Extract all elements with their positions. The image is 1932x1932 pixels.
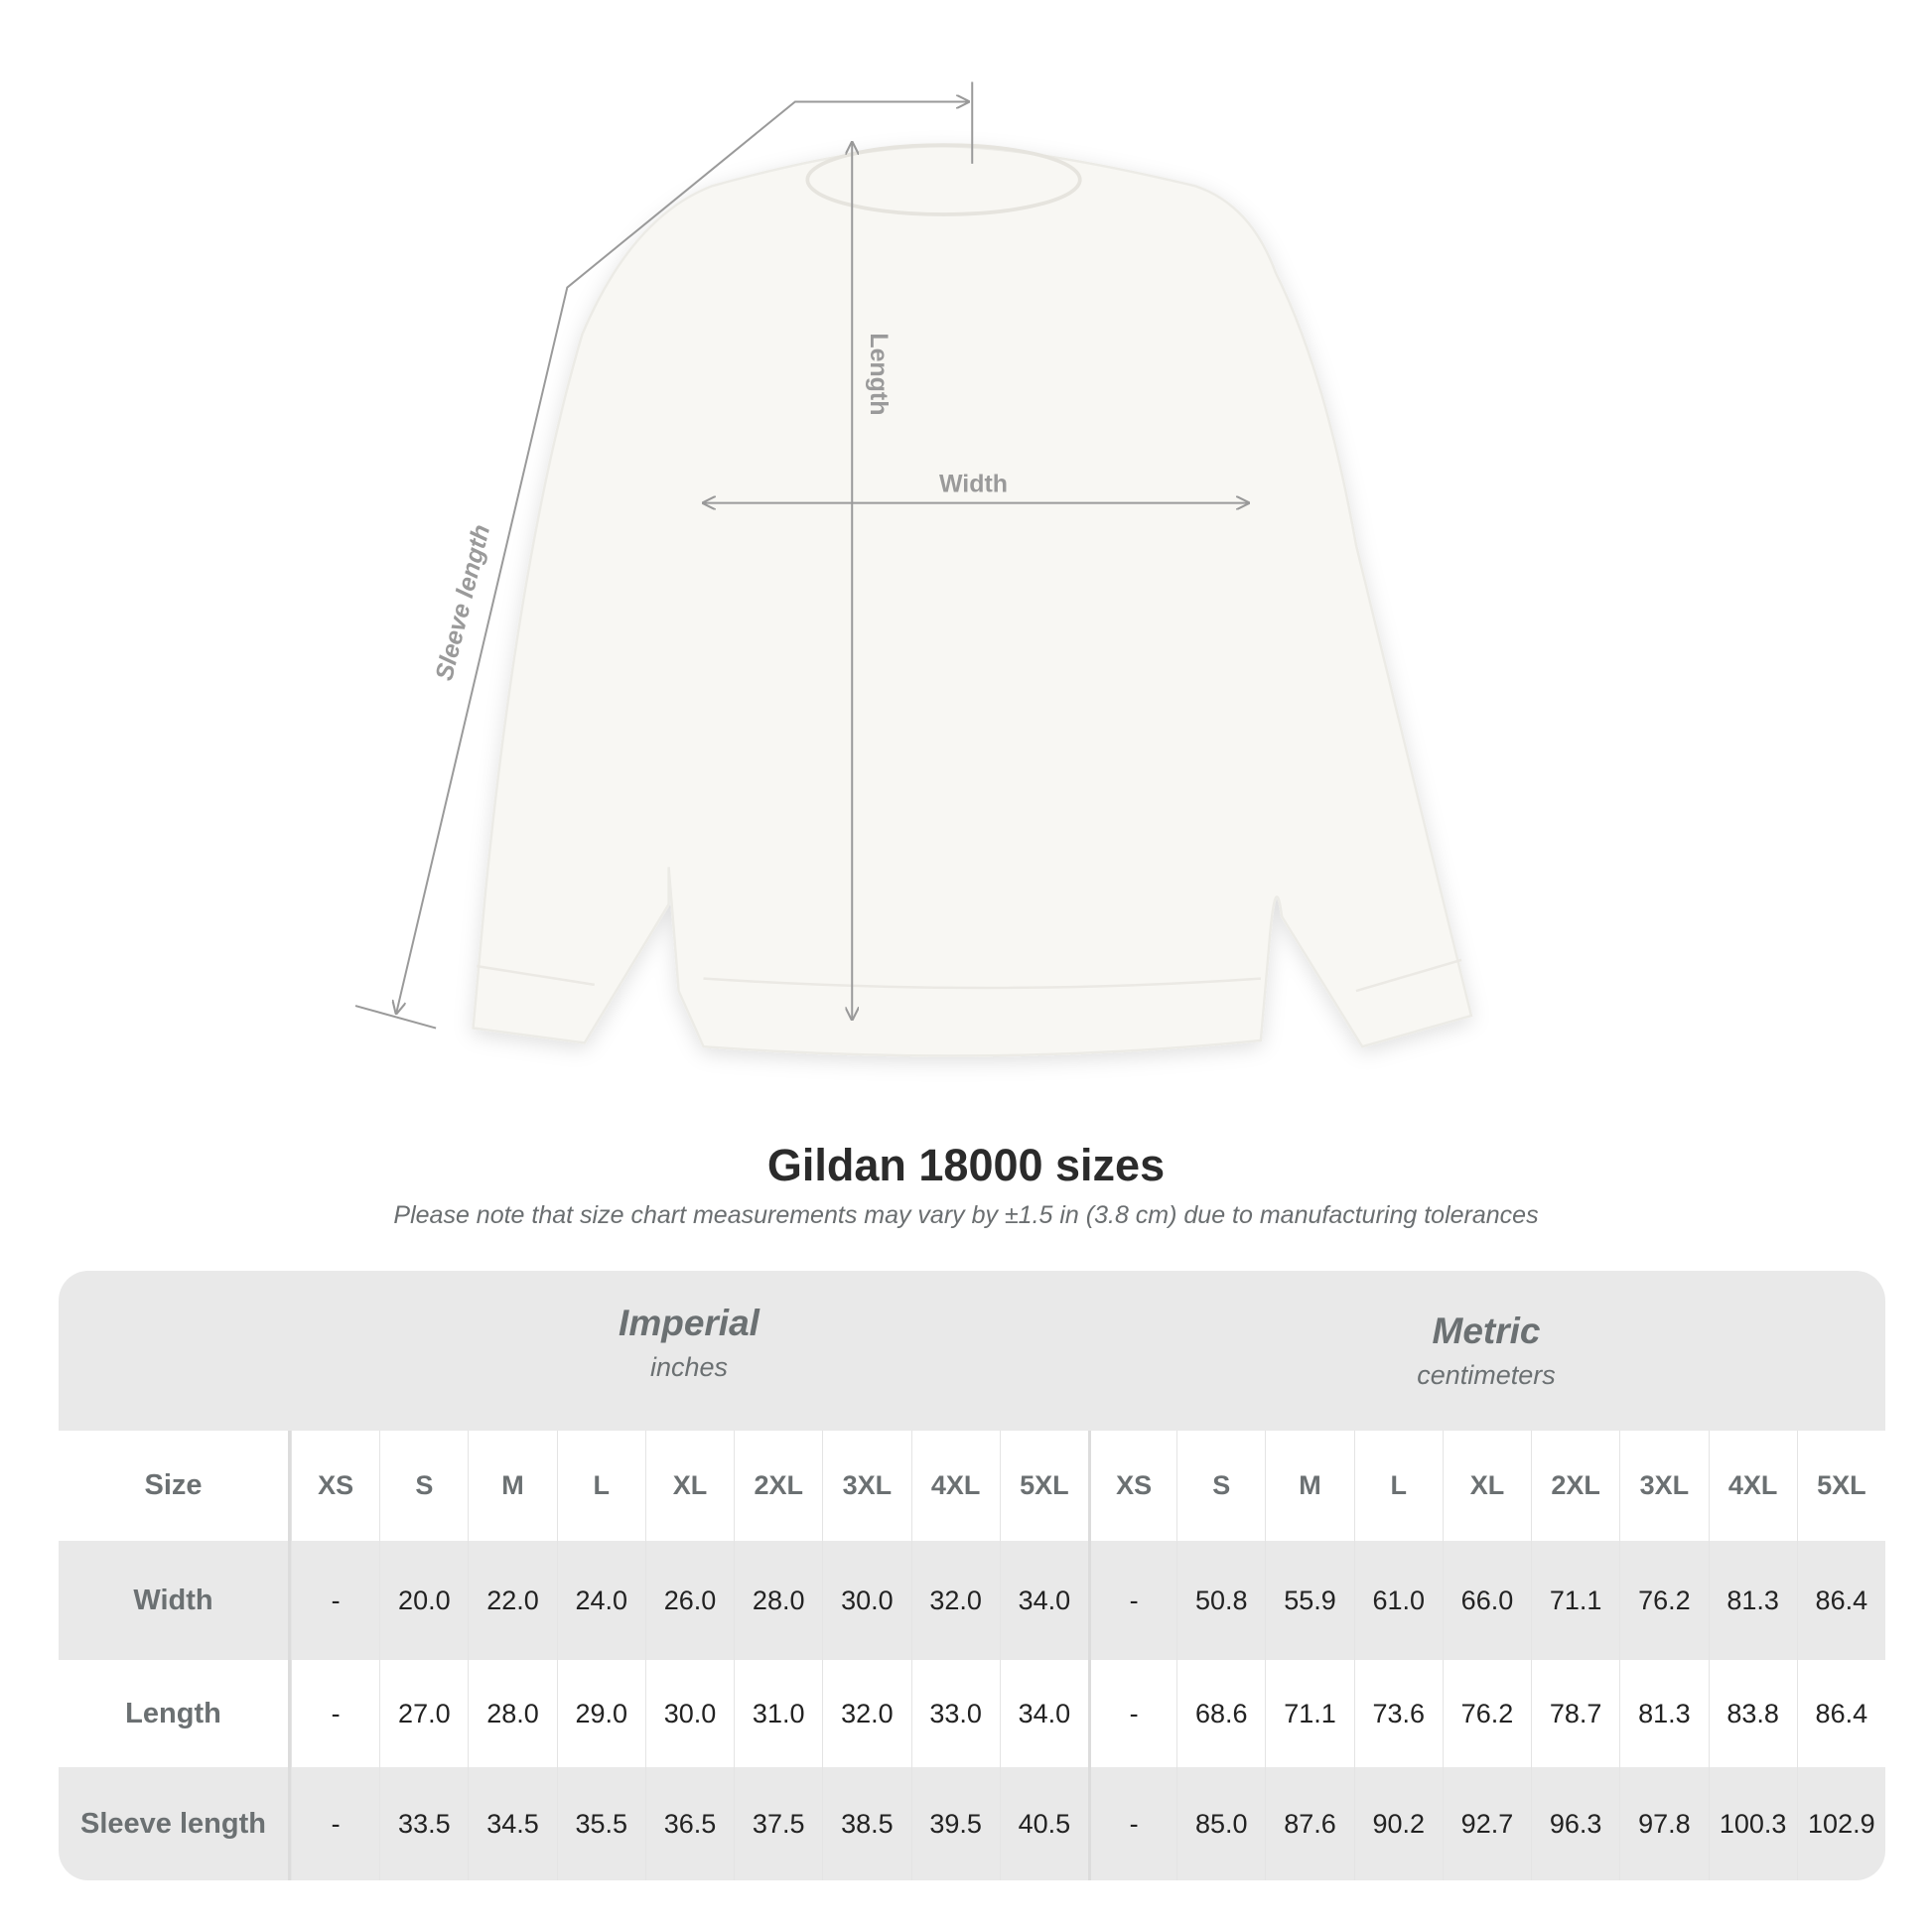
metric-value-cell: 68.6 <box>1176 1660 1265 1767</box>
imperial-size-xl: XL <box>644 1431 734 1541</box>
imperial-value-cell: 20.0 <box>379 1541 468 1660</box>
size-header-label: Size <box>59 1431 291 1541</box>
row-label: Length <box>59 1660 291 1767</box>
metric-title: Metric <box>1432 1311 1541 1351</box>
imperial-size-xs: XS <box>291 1431 379 1541</box>
imperial-value-cell: 36.5 <box>644 1767 734 1880</box>
imperial-value-cell: 26.0 <box>644 1541 734 1660</box>
metric-value-cell: 81.3 <box>1619 1660 1708 1767</box>
table-row: Length -27.0 28.0 29.0 30.0 31.0 32.0 33.0 34.0-… <box>59 1660 1885 1767</box>
sleeve-measure-line <box>354 81 974 1030</box>
metric-value-cell: 81.3 <box>1708 1541 1797 1660</box>
imperial-value-cell: 32.0 <box>822 1660 910 1767</box>
imperial-value-cell: 28.0 <box>734 1541 822 1660</box>
length-label: Length <box>865 333 893 415</box>
table-row: Sleeve length -33.5 34.5 35.5 36.5 37.5 38.5 39… <box>59 1767 1885 1880</box>
imperial-value-cell: 33.5 <box>379 1767 468 1880</box>
metric-value-cell: 90.2 <box>1353 1767 1443 1880</box>
sleeve-length-label: Sleeve length <box>430 522 495 684</box>
table-header-band <box>59 1271 1885 1431</box>
imperial-size-5xl: 5XL <box>999 1431 1088 1541</box>
metric-size-l: L <box>1353 1431 1443 1541</box>
imperial-value-cell: 22.0 <box>468 1541 556 1660</box>
row-label: Sleeve length <box>59 1767 291 1880</box>
metric-group-header: Metric centimeters <box>1087 1271 1885 1431</box>
sweatshirt-body <box>472 145 1473 1057</box>
imperial-value-cell: 34.0 <box>999 1541 1088 1660</box>
metric-value-cell: - <box>1087 1660 1176 1767</box>
imperial-value-cell: 24.0 <box>556 1541 645 1660</box>
imperial-value-cell: 34.5 <box>468 1767 556 1880</box>
imperial-value-cell: - <box>291 1541 379 1660</box>
imperial-value-cell: 34.0 <box>999 1660 1088 1767</box>
imperial-value-cell: 40.5 <box>999 1767 1088 1880</box>
metric-size-s: S <box>1176 1431 1265 1541</box>
imperial-value-cell: 30.0 <box>822 1541 910 1660</box>
imperial-size-2xl: 2XL <box>734 1431 822 1541</box>
metric-size-xs: XS <box>1087 1431 1176 1541</box>
table-row: Width -20.0 22.0 24.0 26.0 28.0 30.0 32.0 34.0-5… <box>59 1541 1885 1660</box>
metric-value-cell: - <box>1087 1541 1176 1660</box>
metric-value-cell: 50.8 <box>1176 1541 1265 1660</box>
metric-value-cell: 71.1 <box>1531 1541 1619 1660</box>
imperial-unit: inches <box>649 1352 729 1382</box>
imperial-size-4xl: 4XL <box>910 1431 1000 1541</box>
metric-value-cell: 76.2 <box>1619 1541 1708 1660</box>
imperial-value-cell: 27.0 <box>379 1660 468 1767</box>
metric-value-cell: 78.7 <box>1531 1660 1619 1767</box>
metric-size-m: M <box>1265 1431 1353 1541</box>
metric-size-3xl: 3XL <box>1619 1431 1708 1541</box>
imperial-value-cell: - <box>291 1660 379 1767</box>
metric-unit: centimeters <box>1417 1360 1556 1390</box>
metric-value-cell: 87.6 <box>1265 1767 1353 1880</box>
metric-value-cell: 96.3 <box>1531 1767 1619 1880</box>
imperial-value-cell: - <box>291 1767 379 1880</box>
imperial-title: Imperial <box>619 1303 759 1343</box>
page-title: Gildan 18000 sizes <box>766 1140 1166 1190</box>
metric-value-cell: 73.6 <box>1353 1660 1443 1767</box>
metric-value-cell: 55.9 <box>1265 1541 1353 1660</box>
tolerance-note: Please note that size chart measurements… <box>393 1201 1539 1229</box>
imperial-size-3xl: 3XL <box>822 1431 910 1541</box>
imperial-value-cell: 38.5 <box>822 1767 910 1880</box>
metric-size-4xl: 4XL <box>1708 1431 1797 1541</box>
metric-value-cell: 76.2 <box>1442 1660 1531 1767</box>
metric-value-cell: 102.9 <box>1796 1767 1885 1880</box>
size-table: Imperial inches Metric centimeters Size X… <box>59 1271 1885 1880</box>
metric-value-cell: 71.1 <box>1265 1660 1353 1767</box>
imperial-value-cell: 35.5 <box>556 1767 645 1880</box>
imperial-value-cell: 31.0 <box>734 1660 822 1767</box>
imperial-value-cell: 29.0 <box>556 1660 645 1767</box>
imperial-value-cell: 33.0 <box>910 1660 1000 1767</box>
metric-value-cell: 86.4 <box>1796 1660 1885 1767</box>
imperial-value-cell: 28.0 <box>468 1660 556 1767</box>
imperial-size-m: M <box>468 1431 556 1541</box>
imperial-value-cell: 39.5 <box>910 1767 1000 1880</box>
metric-size-2xl: 2XL <box>1531 1431 1619 1541</box>
metric-size-xl: XL <box>1442 1431 1531 1541</box>
sweatshirt-illustration: Length Width Sleeve length <box>354 81 1473 1057</box>
imperial-value-cell: 37.5 <box>734 1767 822 1880</box>
width-label: Width <box>939 470 1008 497</box>
metric-value-cell: 86.4 <box>1796 1541 1885 1660</box>
metric-size-5xl: 5XL <box>1796 1431 1885 1541</box>
metric-value-cell: 97.8 <box>1619 1767 1708 1880</box>
imperial-group-header: Imperial inches <box>291 1271 1087 1431</box>
metric-value-cell: 100.3 <box>1708 1767 1797 1880</box>
size-header-row: Size XS S M L XL 2XL 3XL 4XL 5XL XS S M L XL 2XL 3XL 4XL 5… <box>59 1431 1885 1541</box>
imperial-size-l: L <box>556 1431 645 1541</box>
imperial-value-cell: 30.0 <box>644 1660 734 1767</box>
metric-value-cell: 92.7 <box>1442 1767 1531 1880</box>
imperial-size-s: S <box>379 1431 468 1541</box>
metric-value-cell: - <box>1087 1767 1176 1880</box>
metric-value-cell: 66.0 <box>1442 1541 1531 1660</box>
metric-value-cell: 85.0 <box>1176 1767 1265 1880</box>
metric-value-cell: 83.8 <box>1708 1660 1797 1767</box>
metric-value-cell: 61.0 <box>1353 1541 1443 1660</box>
row-label: Width <box>59 1541 291 1660</box>
imperial-value-cell: 32.0 <box>910 1541 1000 1660</box>
